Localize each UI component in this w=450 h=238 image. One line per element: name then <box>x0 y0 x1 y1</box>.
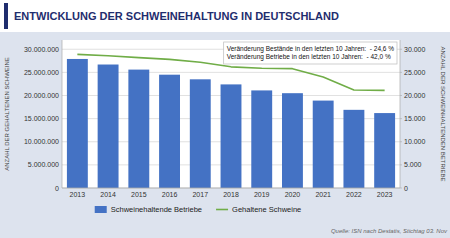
y2-tick-label: 15.000 <box>404 115 426 122</box>
y2-tick-label: 30.000 <box>404 46 426 53</box>
y2-tick-label: 20.000 <box>404 92 426 99</box>
y-axis-line <box>62 40 63 188</box>
y2-tick-label: 0 <box>404 185 408 192</box>
y-tick-label: 5.000.000 <box>28 161 59 168</box>
bar <box>251 90 272 188</box>
y2-tick-label: 25.000 <box>404 69 426 76</box>
x-tick-label: 2023 <box>377 191 393 198</box>
x-tick-label: 2019 <box>254 191 270 198</box>
legend-label: Gehaltene Schweine <box>232 205 301 214</box>
x-tick-label: 2014 <box>100 191 116 198</box>
y-tick-label: 25.000.000 <box>24 69 59 76</box>
y-tick-label: 20.000.000 <box>24 92 59 99</box>
legend-swatch <box>216 209 228 211</box>
legend: Schweinehaltende Betriebe Gehaltene Schwe… <box>95 205 302 214</box>
y2-axis-label: ANZAHL DER SCHWEINHALTENDEN BETRIEBE <box>440 46 446 181</box>
background <box>0 0 450 238</box>
y-tick-label: 15.000.000 <box>24 115 59 122</box>
bar <box>343 110 364 188</box>
title-strip <box>0 0 450 32</box>
bar <box>282 93 303 188</box>
annotation: Veränderung Bestände in den letzten 10 J… <box>224 42 397 64</box>
y2-axis-line <box>400 40 401 188</box>
x-tick-label: 2017 <box>192 191 208 198</box>
y-tick-label: 10.000.000 <box>24 138 59 145</box>
bar <box>67 59 88 188</box>
bar <box>159 75 180 188</box>
bar <box>190 79 211 188</box>
bars <box>67 59 395 188</box>
x-tick-label: 2021 <box>315 191 331 198</box>
annotation-box <box>224 42 397 64</box>
annotation-line: Veränderung Bestände in den letzten 10 J… <box>227 45 395 53</box>
chart: ENTWICKLUNG DER SCHWEINEHALTUNG IN DEUTS… <box>0 0 450 238</box>
title-accent <box>4 3 8 29</box>
y-tick-label: 0 <box>55 185 59 192</box>
annotation-text: Veränderung Bestände in den letzten 10 J… <box>227 45 395 62</box>
x-tick-label: 2018 <box>223 191 239 198</box>
y-axis-label: ANZAHL DER GEHALTENEN SCHWEINE <box>4 57 10 171</box>
title: ENTWICKLUNG DER SCHWEINEHALTUNG IN DEUTS… <box>14 10 339 22</box>
plot-area <box>62 40 400 188</box>
x-tick-label: 2013 <box>70 191 86 198</box>
bar <box>374 113 395 188</box>
bar <box>128 70 149 188</box>
legend-swatch <box>95 206 107 213</box>
annotation-line: Veränderung Betriebe in den letzten 10 J… <box>227 53 391 61</box>
bar <box>221 84 242 188</box>
legend-label: Schweinehaltende Betriebe <box>111 205 202 214</box>
line <box>77 54 384 90</box>
x-tick-label: 2022 <box>346 191 362 198</box>
bar <box>98 65 119 188</box>
x-tick-label: 2020 <box>285 191 301 198</box>
lines <box>77 54 384 90</box>
grid-line <box>62 188 400 189</box>
y2-tick-label: 5.000 <box>404 161 422 168</box>
y-tick-label: 30.000.000 <box>24 46 59 53</box>
bar <box>313 101 334 188</box>
x-axis-line <box>62 188 400 189</box>
x-tick-label: 2015 <box>131 191 147 198</box>
x-tick-label: 2016 <box>162 191 178 198</box>
y2-tick-label: 10.000 <box>404 138 426 145</box>
source: Quelle: ISN nach Destatis, Stichtag 03. … <box>331 228 448 234</box>
